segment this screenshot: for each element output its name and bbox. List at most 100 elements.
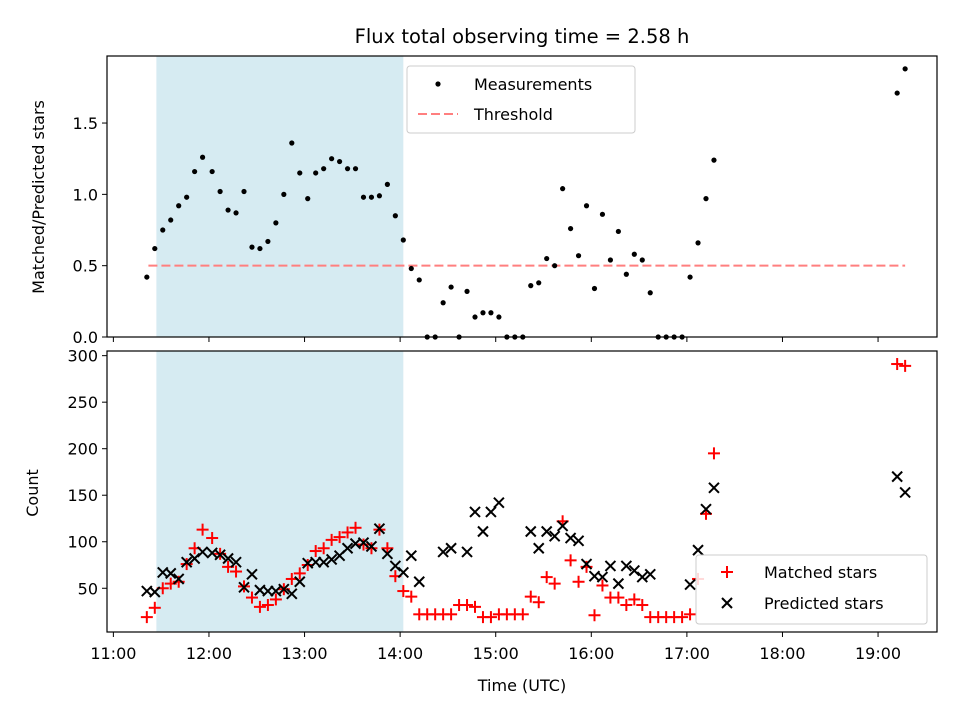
measurement-point	[408, 265, 414, 272]
measurement-point	[623, 271, 629, 277]
top-observing-window-band	[156, 56, 404, 337]
predicted-star-point	[325, 553, 338, 566]
measurement-point	[257, 245, 263, 252]
predicted-star-point	[188, 552, 201, 565]
measurement-point	[440, 300, 446, 306]
predicted-star-point	[461, 546, 473, 558]
measurement-point	[615, 228, 621, 235]
measurement-point	[249, 244, 255, 250]
measurement-point	[192, 168, 198, 175]
measurement-point	[631, 251, 637, 257]
measurement-point	[567, 225, 574, 232]
matched-star-point	[548, 577, 561, 590]
measurement-point	[217, 188, 223, 195]
measurement-point	[695, 240, 701, 246]
measurement-point	[273, 220, 279, 226]
measurement-point	[528, 283, 534, 289]
legend-predicted-label: Predicted stars	[764, 594, 884, 613]
predicted-star-point	[341, 542, 354, 554]
x-tick-label: 19:00	[855, 644, 901, 663]
predicted-star-point	[357, 536, 370, 549]
measurement-point	[687, 274, 693, 280]
measurement-point	[352, 166, 359, 172]
legend-predicted-marker	[721, 597, 733, 609]
matched-star-point	[445, 608, 458, 621]
matched-star-point	[253, 600, 266, 613]
matched-star-point	[341, 526, 354, 539]
predicted-star-point	[891, 470, 903, 483]
matched-star-point	[309, 545, 322, 558]
matched-star-point	[206, 532, 219, 545]
matched-star-point	[612, 591, 625, 604]
measurement-point	[488, 310, 494, 316]
predicted-star-point	[437, 546, 449, 558]
predicted-star-point	[397, 566, 410, 579]
top-legend: Measurements Threshold	[406, 65, 636, 134]
matched-star-point	[540, 571, 553, 584]
legend-measurements-marker	[435, 81, 441, 87]
predicted-star-point	[278, 583, 290, 595]
predicted-star-point	[286, 588, 298, 600]
predicted-star-point	[222, 552, 234, 565]
legend-matched-marker	[721, 566, 733, 578]
bottom-y-tick-label: 100	[67, 533, 98, 552]
measurement-point	[199, 154, 206, 160]
predicted-star-point	[149, 586, 161, 598]
predicted-star-point	[533, 542, 545, 554]
predicted-star-point	[230, 556, 242, 568]
matched-star-point	[572, 575, 585, 588]
measurement-point	[329, 156, 335, 162]
top-y-tick-label: 0.0	[73, 328, 98, 347]
measurement-point	[265, 238, 271, 245]
measurement-point	[480, 310, 486, 316]
measurement-point	[297, 170, 303, 176]
matched-star-point	[325, 533, 338, 546]
legend-threshold-label: Threshold	[473, 105, 553, 124]
x-tick-label: 15:00	[473, 644, 519, 663]
x-tick-label: 11:00	[90, 644, 136, 663]
x-axis-label: Time (UTC)	[477, 676, 566, 695]
measurement-point	[336, 158, 343, 165]
measurement-point	[902, 66, 908, 72]
predicted-star-point	[485, 506, 497, 518]
measurement-point	[591, 285, 598, 292]
predicted-star-point	[165, 567, 177, 580]
top-y-tick-label: 1.0	[73, 185, 98, 204]
matched-star-point	[707, 447, 720, 460]
matched-star-point	[524, 590, 537, 603]
predicted-star-point	[604, 560, 617, 572]
measurement-point	[176, 203, 182, 209]
matched-star-point	[397, 585, 410, 598]
predicted-star-point	[246, 568, 258, 581]
bottom-panel: 50 100 150 200 250 300 11:00 12:00 13:00 14:00 15…	[23, 347, 938, 695]
predicted-star-point	[365, 540, 378, 553]
matched-star-point	[564, 554, 577, 567]
measurement-point	[144, 274, 150, 280]
predicted-star-point	[238, 581, 250, 594]
x-tick-label: 17:00	[664, 644, 710, 663]
measurement-point	[703, 196, 709, 202]
matched-star-point	[684, 608, 697, 621]
matched-star-point	[349, 521, 362, 534]
measurement-point	[607, 257, 614, 263]
measurement-point	[575, 253, 582, 259]
x-tick-label: 12:00	[186, 644, 232, 663]
measurement-point	[241, 188, 247, 195]
measurement-point	[647, 290, 653, 296]
predicted-star-point	[413, 576, 425, 588]
measurement-point	[313, 170, 319, 176]
predicted-star-point	[628, 564, 641, 577]
matched-star-point	[269, 593, 282, 606]
measurement-point	[168, 217, 174, 223]
measurement-point	[639, 257, 645, 263]
matched-star-point	[180, 558, 193, 571]
measurement-point	[583, 203, 590, 209]
predicted-star-point	[548, 530, 561, 542]
matched-star-point	[148, 601, 161, 614]
measurement-point	[544, 255, 550, 262]
measurement-point	[448, 284, 454, 290]
matched-star-point	[516, 608, 529, 621]
matched-star-point	[333, 531, 346, 544]
top-panel: 0.0 0.5 1.0 1.5 Matched/Predicted stars Mea…	[29, 55, 938, 347]
